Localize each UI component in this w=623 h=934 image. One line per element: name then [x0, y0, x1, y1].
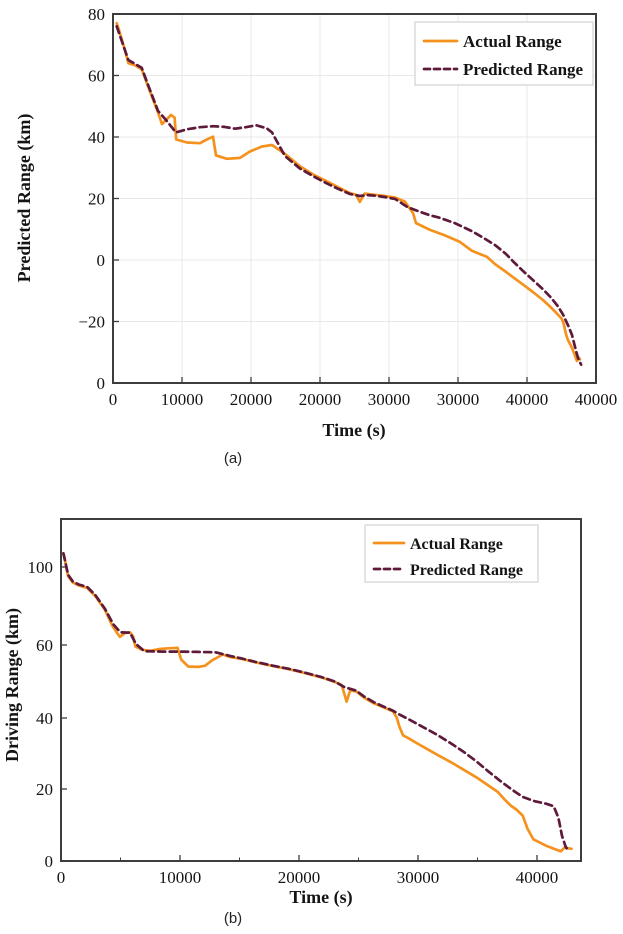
caption-b: (b): [223, 910, 243, 927]
y-axis-label-a: Predicted Range (km): [14, 114, 35, 283]
svg-text:−20: −20: [78, 313, 105, 332]
axes-b: 0 10000 20000 30000 40000 100 60 40 20 0: [28, 558, 559, 887]
svg-text:60: 60: [88, 67, 105, 86]
svg-text:40: 40: [88, 128, 105, 147]
predicted-range-line-a: [115, 24, 583, 366]
svg-text:0: 0: [97, 251, 106, 270]
plot-border-b: [60, 518, 582, 862]
svg-text:0: 0: [57, 868, 66, 887]
legend-b: Actual Range Predicted Range: [364, 524, 539, 583]
svg-text:30000: 30000: [397, 868, 440, 887]
svg-text:40000: 40000: [516, 868, 559, 887]
predicted-range-line-b: [62, 551, 571, 854]
svg-text:40000: 40000: [506, 390, 549, 409]
svg-text:60: 60: [36, 636, 53, 655]
svg-text:20: 20: [36, 780, 53, 799]
actual-range-line-a: [115, 21, 582, 363]
caption-a: (a): [223, 450, 243, 467]
legend-label-predicted-range-b: Predicted Range: [410, 562, 523, 579]
svg-text:30000: 30000: [437, 390, 480, 409]
legend-a: Actual Range Predicted Range: [414, 21, 594, 86]
svg-text:20000: 20000: [278, 868, 321, 887]
svg-text:40000: 40000: [575, 390, 618, 409]
svg-text:10000: 10000: [159, 868, 202, 887]
y-axis-label-b: Driving Range (km): [2, 608, 23, 762]
actual-range-line-b: [62, 553, 573, 853]
axes-a: 0 10000 20000 20000 30000 30000 40000 40000 80 60…: [78, 5, 617, 409]
chart-a-predicted-range: 0 10000 20000 20000 30000 30000 40000 40000 80 60…: [14, 5, 617, 441]
svg-text:0: 0: [97, 374, 106, 393]
legend-label-actual-range-a: Actual Range: [463, 32, 562, 51]
x-axis-label-a: Time (s): [322, 420, 385, 441]
x-axis-label-b: Time (s): [289, 887, 352, 908]
svg-text:20000: 20000: [299, 390, 342, 409]
svg-text:10000: 10000: [161, 390, 204, 409]
svg-text:40: 40: [36, 709, 53, 728]
svg-text:30000: 30000: [368, 390, 411, 409]
svg-text:20000: 20000: [230, 390, 273, 409]
chart-b-driving-range: 0 10000 20000 30000 40000 100 60 40 20 0 Time (s) D…: [2, 518, 582, 908]
legend-label-predicted-range-a: Predicted Range: [463, 60, 584, 79]
svg-text:80: 80: [88, 5, 105, 24]
svg-text:20: 20: [88, 190, 105, 209]
svg-text:0: 0: [45, 852, 54, 871]
svg-text:0: 0: [109, 390, 118, 409]
svg-text:100: 100: [28, 558, 54, 577]
legend-label-actual-range-b: Actual Range: [410, 536, 503, 553]
